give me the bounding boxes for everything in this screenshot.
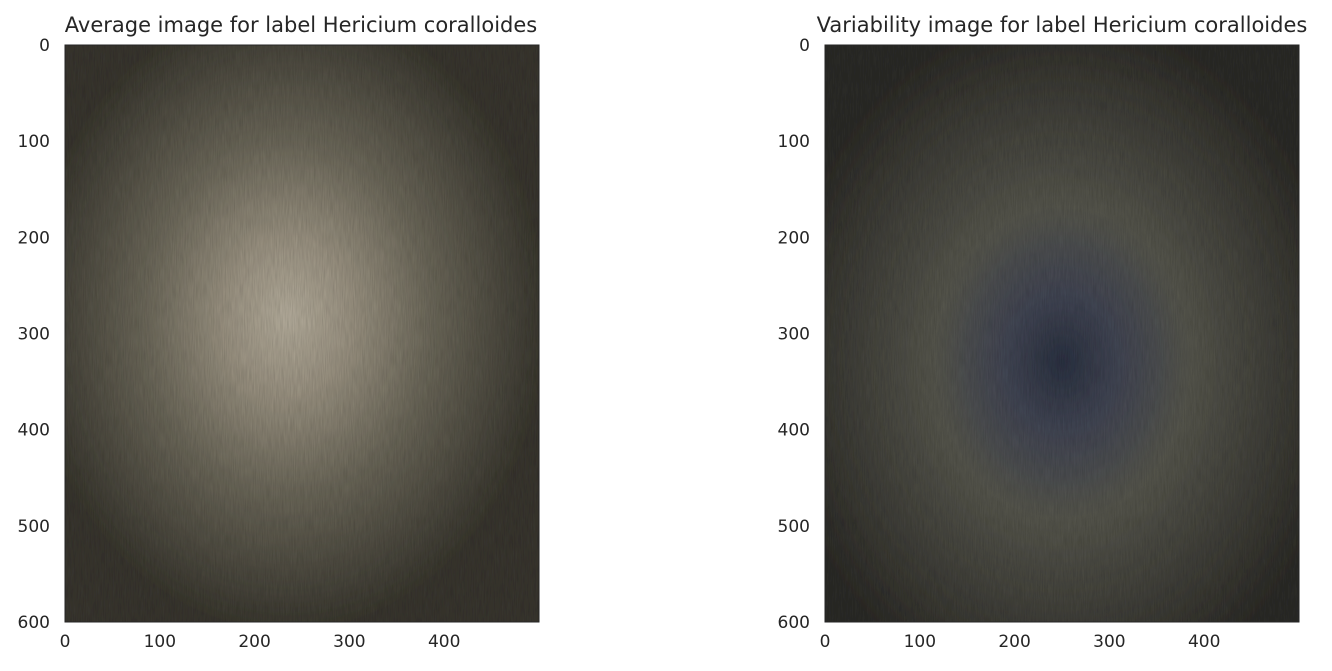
variability-image	[825, 45, 1299, 622]
y-tick-label: 200	[778, 228, 810, 248]
y-tick-label: 600	[18, 613, 50, 633]
axes-frame-variability	[824, 44, 1300, 623]
y-tick-label: 100	[778, 132, 810, 152]
tick-labels-average: 0 100 200 300 400 0 100 200 300 400 500 600	[18, 36, 461, 652]
y-tick-label: 600	[778, 613, 810, 633]
y-tick-label: 100	[18, 132, 50, 152]
x-tick-label: 400	[428, 632, 460, 652]
x-tick-label: 300	[1093, 632, 1125, 652]
y-tick-label: 0	[799, 36, 810, 56]
tick-labels-variability: 0 100 200 300 400 0 100 200 300 400 500 600	[778, 36, 1221, 652]
panel-variability: Variability image for label Hericium cor…	[778, 13, 1308, 652]
y-tick-label: 400	[18, 421, 50, 441]
chart-title-variability: Variability image for label Hericium cor…	[817, 13, 1308, 37]
axes-frame-average	[64, 44, 540, 623]
y-tick-label: 500	[18, 517, 50, 537]
x-tick-label: 200	[238, 632, 270, 652]
x-tick-label: 200	[998, 632, 1030, 652]
x-tick-label: 400	[1188, 632, 1220, 652]
y-tick-label: 200	[18, 228, 50, 248]
x-tick-label: 300	[333, 632, 365, 652]
average-image	[65, 45, 539, 622]
x-tick-label: 0	[60, 632, 71, 652]
y-tick-label: 300	[778, 325, 810, 345]
y-tick-label: 0	[39, 36, 50, 56]
x-tick-label: 100	[904, 632, 936, 652]
x-tick-label: 100	[144, 632, 176, 652]
y-tick-label: 400	[778, 421, 810, 441]
y-tick-label: 500	[778, 517, 810, 537]
y-tick-label: 300	[18, 325, 50, 345]
chart-title-average: Average image for label Hericium corallo…	[65, 13, 537, 37]
panel-average: Average image for label Hericium corallo…	[18, 13, 540, 652]
x-tick-label: 0	[820, 632, 831, 652]
